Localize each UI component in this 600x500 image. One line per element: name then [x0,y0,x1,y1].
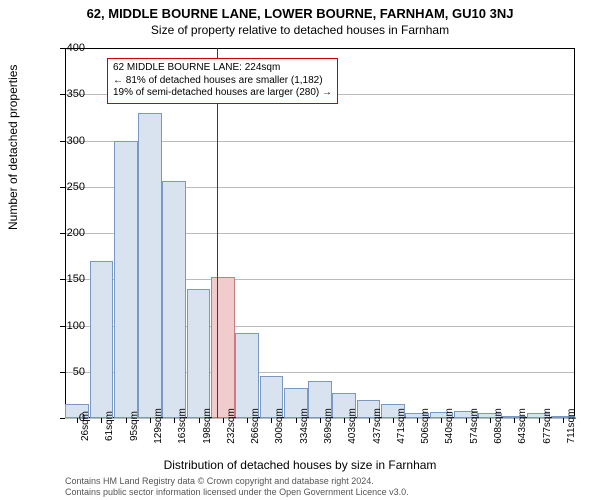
histogram-bar [162,181,186,418]
x-tick-mark [150,418,151,423]
marker-line [217,48,218,418]
y-tick-label: 100 [45,320,85,332]
plot-area: 62 MIDDLE BOURNE LANE: 224sqm← 81% of de… [65,48,575,418]
x-tick-label: 471sqm [396,408,407,444]
y-axis-label: Number of detached properties [6,65,20,230]
annotation-line: 19% of semi-detached houses are larger (… [113,87,332,100]
x-tick-mark [344,418,345,423]
x-tick-label: 266sqm [250,408,261,444]
x-tick-mark [563,418,564,423]
x-tick-label: 677sqm [542,408,553,444]
x-tick-mark [77,418,78,423]
x-tick-mark [320,418,321,423]
chart-container: 62, MIDDLE BOURNE LANE, LOWER BOURNE, FA… [0,0,600,500]
x-tick-label: 506sqm [420,408,431,444]
x-tick-label: 129sqm [153,408,164,444]
chart-title: 62, MIDDLE BOURNE LANE, LOWER BOURNE, FA… [0,0,600,21]
x-tick-label: 711sqm [566,409,577,444]
x-tick-label: 608sqm [493,408,504,444]
annotation-line: ← 81% of detached houses are smaller (1,… [113,75,332,88]
y-tick-label: 50 [45,366,85,378]
y-tick-label: 200 [45,227,85,239]
x-tick-label: 574sqm [469,408,480,444]
x-tick-label: 334sqm [299,408,310,444]
x-tick-mark [126,418,127,423]
histogram-bar [187,289,211,419]
x-tick-mark [296,418,297,423]
footer-attribution: Contains HM Land Registry data © Crown c… [65,476,409,498]
x-tick-mark [199,418,200,423]
x-tick-label: 540sqm [444,408,455,444]
x-tick-mark [514,418,515,423]
x-tick-label: 26sqm [80,411,91,441]
y-tick-label: 250 [45,181,85,193]
histogram-bar [138,113,162,418]
annotation-box: 62 MIDDLE BOURNE LANE: 224sqm← 81% of de… [107,58,338,104]
footer-line-1: Contains HM Land Registry data © Crown c… [65,476,409,487]
x-tick-mark [393,418,394,423]
x-tick-mark [490,418,491,423]
histogram-bar-highlight [211,277,235,418]
x-tick-label: 95sqm [129,411,140,441]
x-tick-mark [441,418,442,423]
x-axis-label: Distribution of detached houses by size … [0,458,600,472]
histogram-bar [90,261,114,418]
x-tick-mark [101,418,102,423]
x-tick-mark [247,418,248,423]
x-tick-mark [417,418,418,423]
x-tick-label: 163sqm [177,408,188,444]
x-tick-mark [271,418,272,423]
x-tick-label: 369sqm [323,408,334,444]
chart-subtitle: Size of property relative to detached ho… [0,21,600,37]
x-tick-label: 437sqm [372,408,383,444]
x-tick-label: 300sqm [274,408,285,444]
annotation-line: 62 MIDDLE BOURNE LANE: 224sqm [113,62,332,75]
histogram-bar [235,333,259,418]
x-tick-label: 198sqm [202,408,213,444]
x-tick-label: 643sqm [517,408,528,444]
histogram-bar [114,141,138,419]
y-tick-label: 300 [45,135,85,147]
footer-line-2: Contains public sector information licen… [65,487,409,498]
y-tick-label: 400 [45,42,85,54]
x-tick-mark [174,418,175,423]
x-tick-label: 232sqm [226,408,237,444]
x-tick-mark [539,418,540,423]
x-tick-label: 403sqm [347,408,358,444]
x-tick-mark [466,418,467,423]
x-tick-mark [223,418,224,423]
x-tick-mark [369,418,370,423]
y-tick-label: 350 [45,88,85,100]
y-tick-label: 0 [45,412,85,424]
x-tick-label: 61sqm [104,411,115,441]
y-tick-label: 150 [45,273,85,285]
